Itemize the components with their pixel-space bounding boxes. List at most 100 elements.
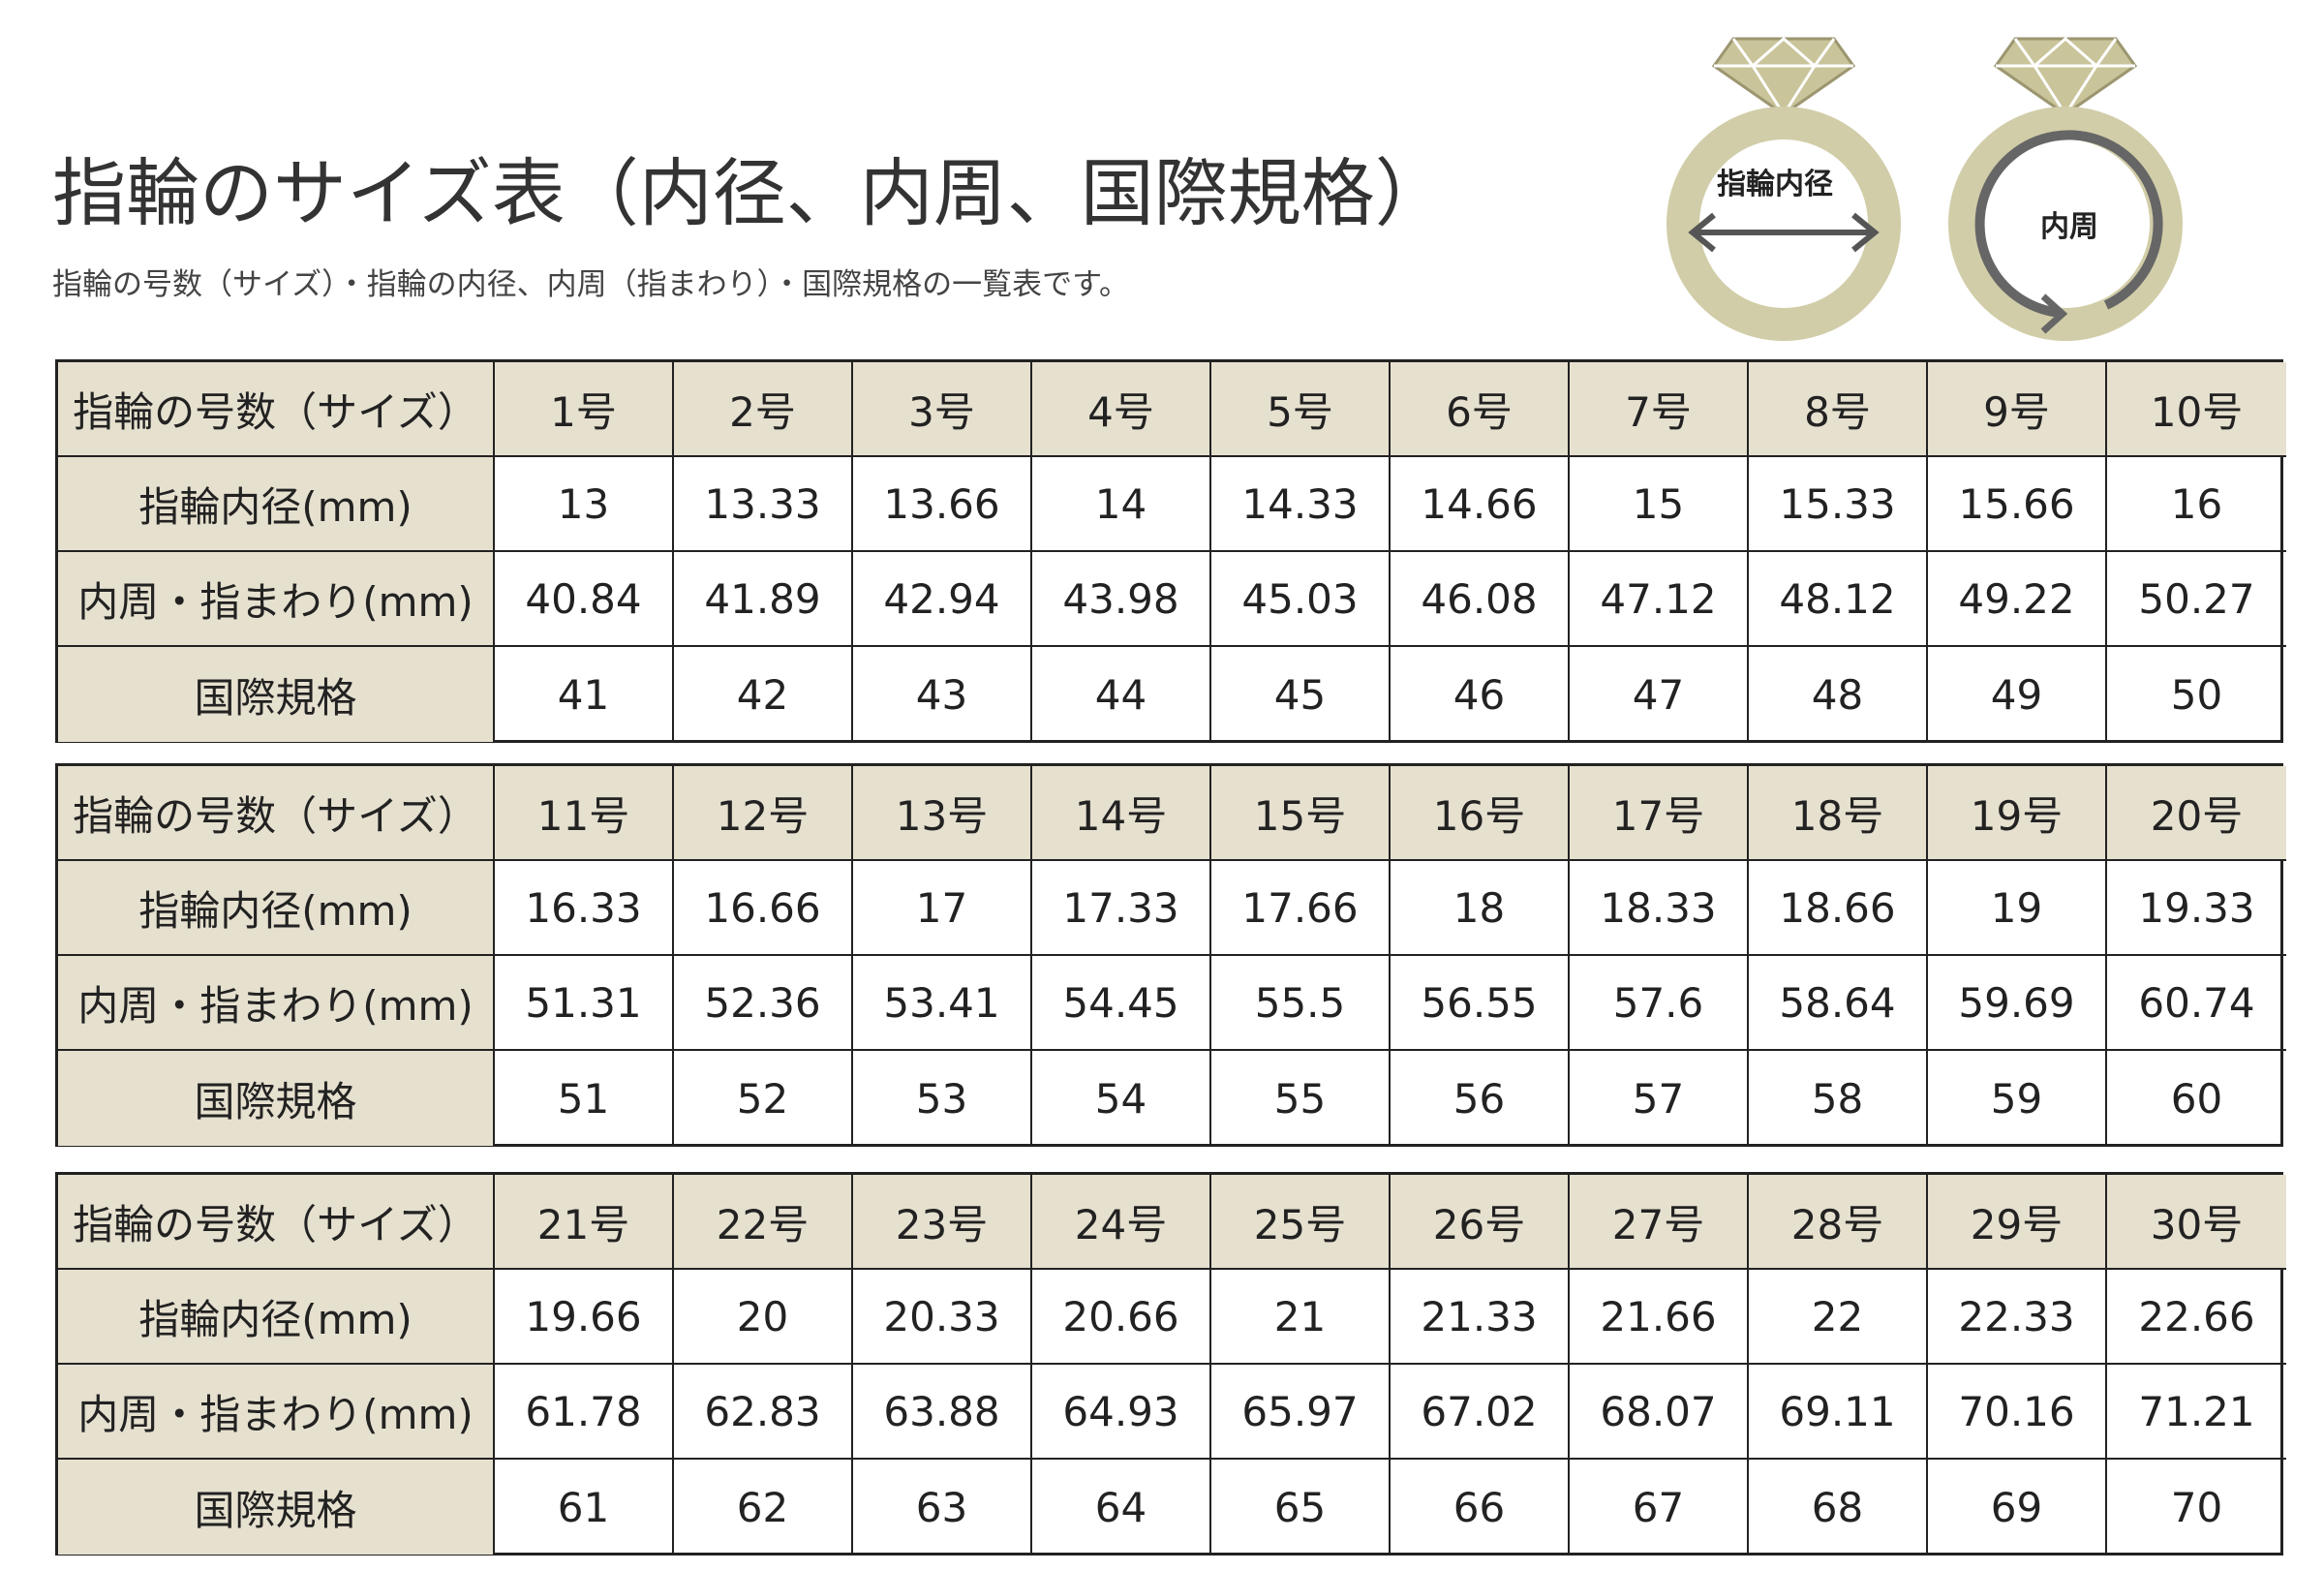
size-header: 10号 — [2107, 362, 2286, 457]
size-header: 8号 — [1749, 362, 1928, 457]
table-cell: 45.03 — [1211, 552, 1391, 647]
size-header: 25号 — [1211, 1175, 1391, 1270]
table-cell: 68.07 — [1570, 1365, 1749, 1460]
table-cell: 55.5 — [1211, 956, 1391, 1051]
table-cell: 51 — [495, 1051, 674, 1146]
table-cell: 49 — [1928, 647, 2107, 742]
table-cell: 50 — [2170, 670, 2223, 719]
table-cell: 69.11 — [1749, 1365, 1928, 1460]
table-cell: 22 — [1749, 1270, 1928, 1365]
size-header: 23号 — [853, 1175, 1032, 1270]
table-cell: 59 — [1928, 1051, 2107, 1146]
table-cell: 40.84 — [495, 552, 674, 647]
table-cell: 53.41 — [853, 956, 1032, 1051]
table-cell: 19 — [1928, 861, 2107, 956]
size-header: 6号 — [1391, 362, 1570, 457]
row-label: 国際規格 — [58, 1460, 495, 1555]
table-cell: 63.88 — [853, 1365, 1032, 1460]
size-header: 16号 — [1391, 766, 1570, 861]
table-cell: 47 — [1570, 647, 1749, 742]
size-header: 5号 — [1211, 362, 1391, 457]
size-header: 24号 — [1032, 1175, 1211, 1270]
table-cell: 42.94 — [853, 552, 1032, 647]
table-cell: 45 — [1211, 647, 1391, 742]
table-cell: 58 — [1749, 1051, 1928, 1146]
table-cell: 46 — [1391, 647, 1570, 742]
size-header: 26号 — [1391, 1175, 1570, 1270]
table-cell: 21.33 — [1391, 1270, 1570, 1365]
size-header: 19号 — [1928, 766, 2107, 861]
table-cell: 16.33 — [495, 861, 674, 956]
table-cell: 53 — [853, 1051, 1032, 1146]
table-cell: 49.22 — [1928, 552, 2107, 647]
table-cell: 18 — [1391, 861, 1570, 956]
size-header: 12号 — [674, 766, 853, 861]
ring-circumference-icon: 内周 — [1948, 37, 2183, 341]
table-cell: 69 — [1928, 1460, 2107, 1555]
table-cell: 66 — [1391, 1460, 1570, 1555]
table-cell: 48.12 — [1749, 552, 1928, 647]
size-header: 17号 — [1570, 766, 1749, 861]
size-header: 14号 — [1032, 766, 1211, 861]
size-header: 18号 — [1749, 766, 1928, 861]
table-cell: 22.33 — [1928, 1270, 2107, 1365]
ring-icons: 指輪内径 内周 — [1667, 37, 2183, 341]
diameter-label: 指輪内径 — [1717, 168, 1833, 201]
circumference-label: 内周 — [2040, 210, 2098, 244]
table-cell: 61 — [495, 1460, 674, 1555]
table-cell: 63 — [853, 1460, 1032, 1555]
table-cell: 57 — [1570, 1051, 1749, 1146]
table-cell: 19.33 — [2107, 861, 2286, 956]
table-cell: 42 — [674, 647, 853, 742]
table-cell: 43.98 — [1032, 552, 1211, 647]
size-header: 3号 — [853, 362, 1032, 457]
table-cell: 15.33 — [1749, 457, 1928, 552]
table-cell: 20.66 — [1032, 1270, 1211, 1365]
table-cell: 56 — [1391, 1051, 1570, 1146]
size-header: 9号 — [1928, 362, 2107, 457]
table-cell: 46.08 — [1391, 552, 1570, 647]
table-cell: 55 — [1211, 1051, 1391, 1146]
table-cell: 56.55 — [1391, 956, 1570, 1051]
table-cell: 15.66 — [1928, 457, 2107, 552]
size-table: 指輪の号数（サイズ） 1号 2号 3号 4号 5号 6号 7号 8号 9号 10号 指輪内径(mm) 1… — [55, 359, 2286, 743]
table-cell: 71.21 — [2107, 1365, 2286, 1460]
row-label: 内周・指まわり(mm) — [58, 552, 495, 647]
table-cell: 70.16 — [1928, 1365, 2107, 1460]
row-label: 国際規格 — [58, 1051, 495, 1146]
table-cell: 14.66 — [1391, 457, 1570, 552]
table-cell: 58.64 — [1749, 956, 1928, 1051]
table-cell: 41 — [495, 647, 674, 742]
table-cell: 16 — [2107, 457, 2286, 552]
table-cell: 67 — [1570, 1460, 1749, 1555]
table-cell: 70 — [2170, 1483, 2223, 1531]
table-cell: 60 — [2170, 1074, 2223, 1123]
size-header: 28号 — [1749, 1175, 1928, 1270]
table-cell: 64 — [1032, 1460, 1211, 1555]
ring-diameter-icon: 指輪内径 — [1667, 37, 1901, 341]
table-cell: 13.66 — [853, 457, 1032, 552]
table-cell: 60.74 — [2107, 956, 2286, 1051]
table-cell: 21.66 — [1570, 1270, 1749, 1365]
table-cell: 67.02 — [1391, 1365, 1570, 1460]
table-cell: 57.6 — [1570, 956, 1749, 1051]
table-cell: 65.97 — [1211, 1365, 1391, 1460]
table-cell: 13 — [495, 457, 674, 552]
table-cell: 62 — [674, 1460, 853, 1555]
table-cell: 17.66 — [1211, 861, 1391, 956]
table-cell: 41.89 — [674, 552, 853, 647]
row-label: 国際規格 — [58, 647, 495, 742]
table-cell: 44 — [1032, 647, 1211, 742]
table-cell: 14 — [1032, 457, 1211, 552]
row-label: 指輪の号数（サイズ） — [58, 1175, 495, 1270]
table-cell: 13.33 — [674, 457, 853, 552]
table-cell: 21 — [1211, 1270, 1391, 1365]
size-header: 13号 — [853, 766, 1032, 861]
size-header: 27号 — [1570, 1175, 1749, 1270]
row-label: 指輪内径(mm) — [58, 1270, 495, 1365]
table-cell: 20.33 — [853, 1270, 1032, 1365]
table-cell: 52.36 — [674, 956, 853, 1051]
table-cell: 54 — [1032, 1051, 1211, 1146]
size-table: 指輪の号数（サイズ） 21号 22号 23号 24号 25号 26号 27号 28号 29号 30号… — [55, 1172, 2286, 1556]
